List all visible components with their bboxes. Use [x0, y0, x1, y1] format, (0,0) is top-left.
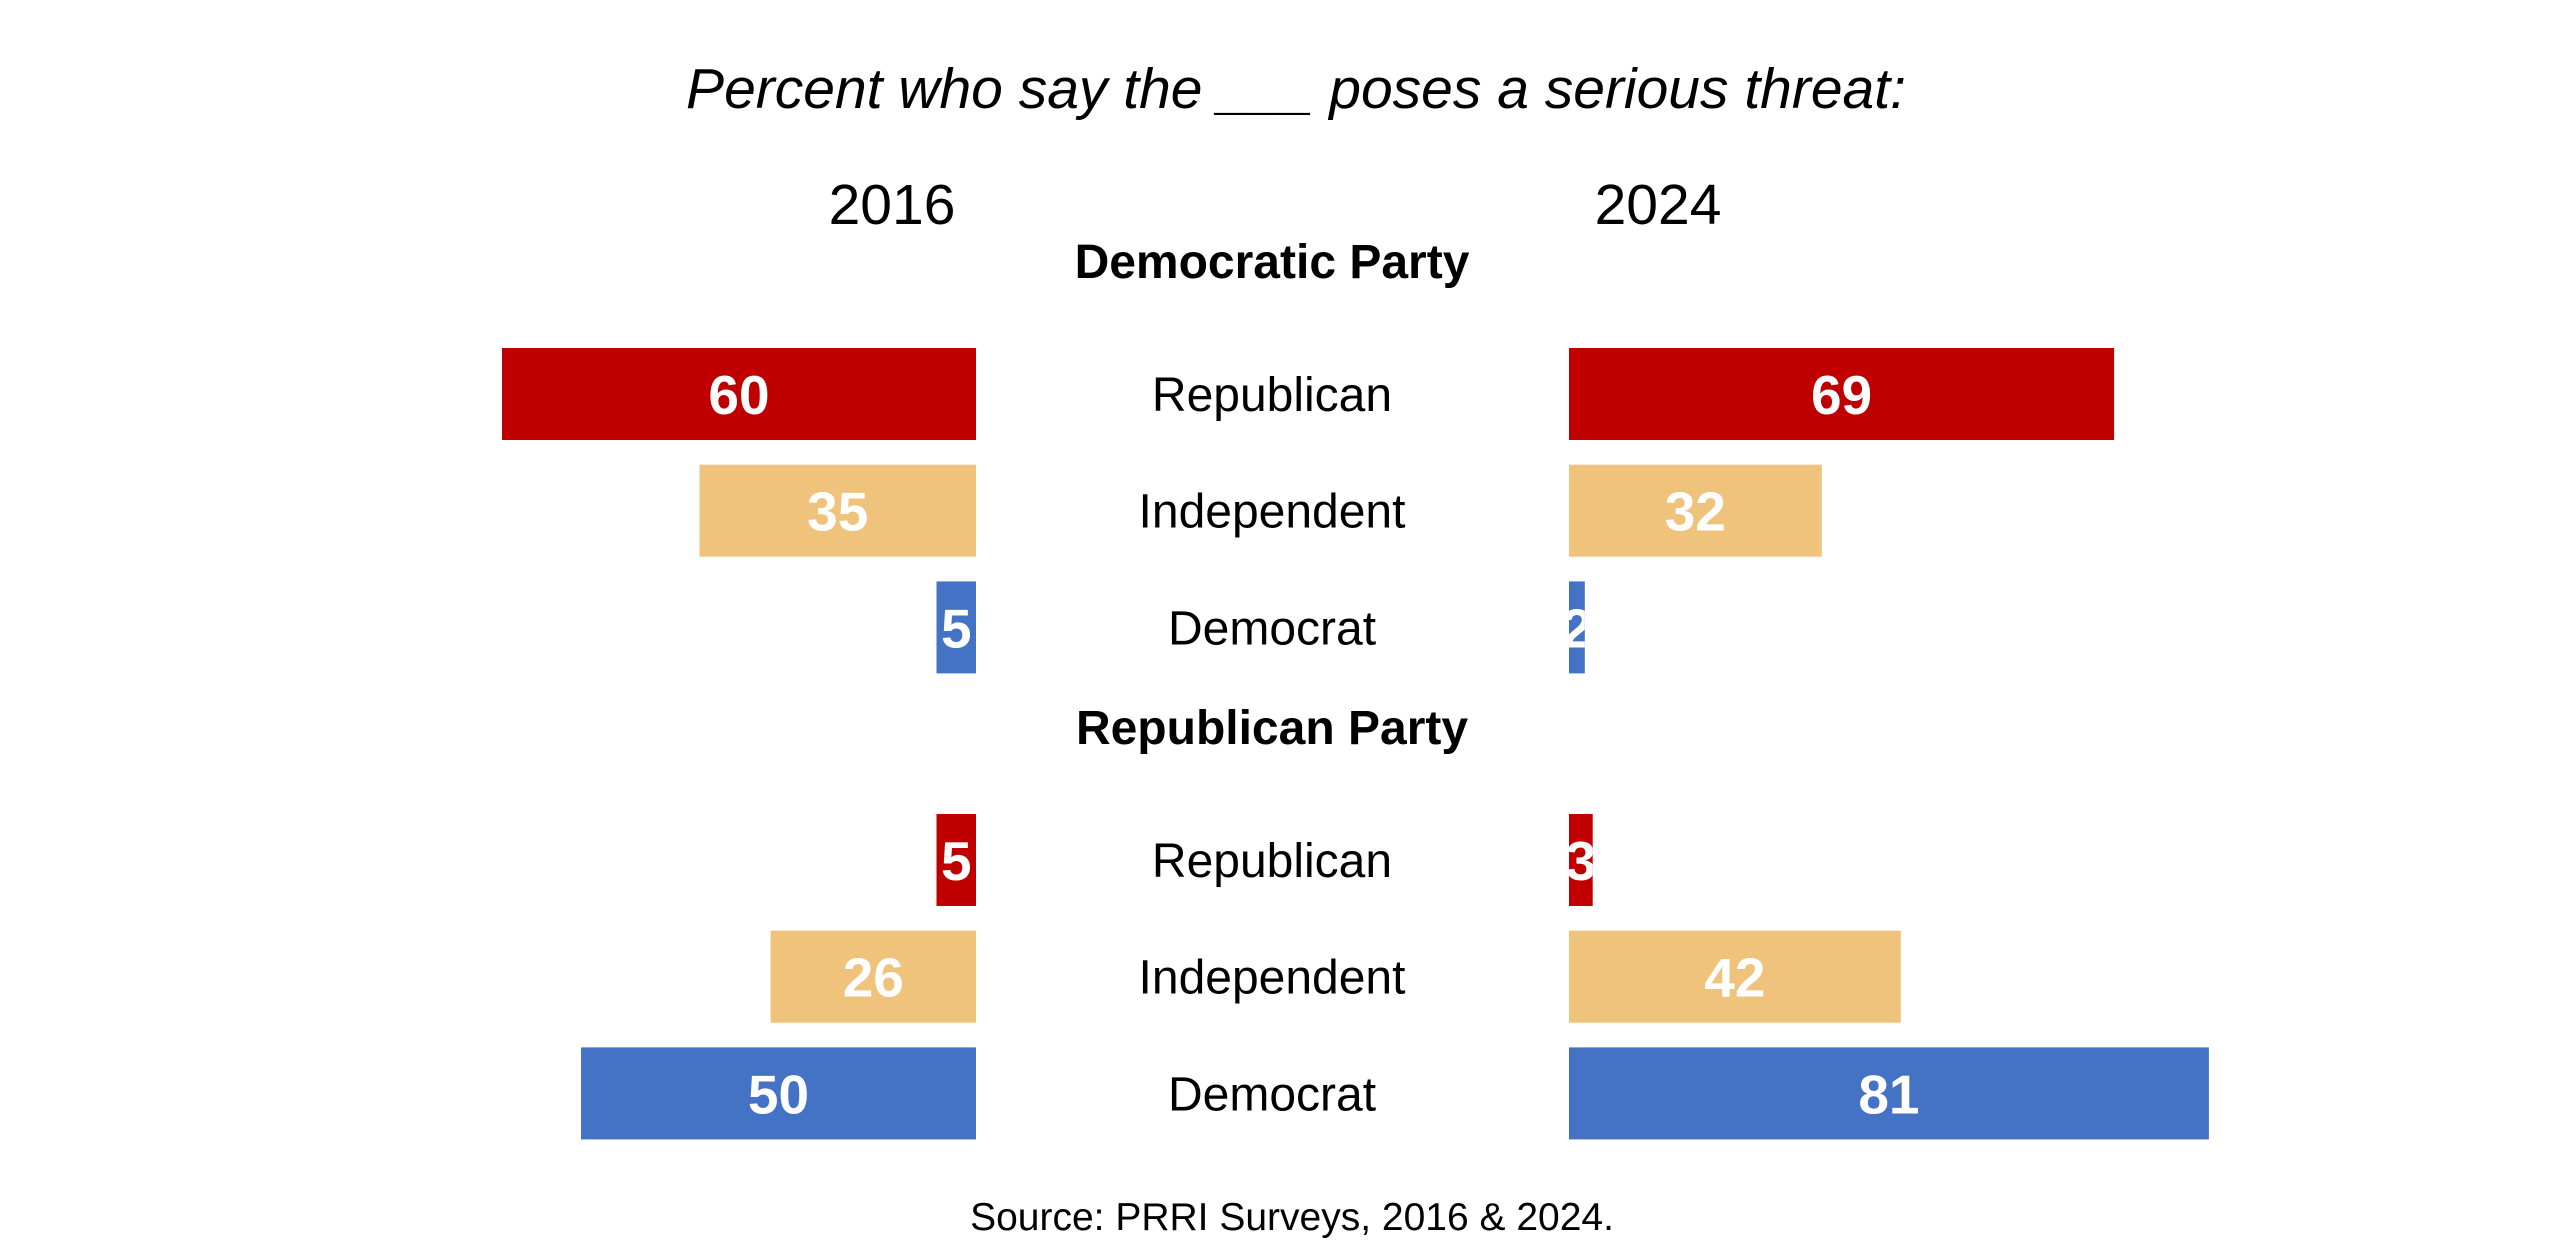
bar-2024-independent [1569, 930, 1901, 1023]
bar-2016-democrat [581, 1047, 976, 1140]
bar-2016-independent [770, 930, 976, 1023]
value-label-2024-democrat: 2 [1562, 597, 1593, 659]
value-label-2024-republican: 69 [1811, 364, 1872, 426]
bar-2024-democrat [1569, 581, 1585, 674]
chart-title: Percent who say the ___ poses a serious … [686, 57, 1906, 121]
group-democratic-party: Democratic Party Republican 60 69 Independen… [502, 236, 2115, 674]
value-label-2016-republican: 5 [941, 830, 972, 892]
bar-2016-democrat [936, 581, 976, 674]
bar-2024-republican [1569, 348, 2115, 440]
chart-groups: Democratic Party Republican 60 69 Independen… [502, 236, 2209, 1140]
bar-2016-republican [502, 348, 976, 440]
value-label-2016-independent: 35 [807, 481, 868, 543]
group-republican-party: Republican Party Republican 5 3 Independent 2… [581, 702, 2209, 1140]
value-label-2024-republican: 3 [1566, 830, 1597, 892]
bar-2024-republican [1569, 814, 1593, 906]
category-label-democrat: Democrat [1168, 1068, 1376, 1121]
bar-2024-independent [1569, 464, 1822, 557]
value-label-2016-democrat: 50 [748, 1063, 809, 1125]
category-label-independent: Independent [1139, 486, 1406, 539]
bar-2016-independent [699, 464, 976, 557]
category-label-republican: Republican [1152, 369, 1392, 422]
category-label-independent: Independent [1139, 952, 1406, 1005]
category-label-democrat: Democrat [1168, 602, 1376, 655]
section-label: Democratic Party [1075, 236, 1470, 289]
year-label-2024: 2024 [1595, 173, 1722, 237]
value-label-2016-democrat: 5 [941, 597, 972, 659]
value-label-2024-democrat: 81 [1858, 1063, 1919, 1125]
bar-2016-republican [936, 814, 976, 906]
value-label-2024-independent: 42 [1704, 947, 1765, 1009]
section-label: Republican Party [1076, 702, 1468, 755]
value-label-2016-independent: 26 [843, 947, 904, 1009]
value-label-2024-independent: 32 [1665, 481, 1726, 543]
category-label-republican: Republican [1152, 835, 1392, 888]
value-label-2016-republican: 60 [708, 364, 769, 426]
bar-2024-democrat [1569, 1047, 2209, 1140]
year-label-2016: 2016 [829, 173, 956, 237]
source-note: Source: PRRI Surveys, 2016 & 2024. [970, 1196, 1614, 1239]
